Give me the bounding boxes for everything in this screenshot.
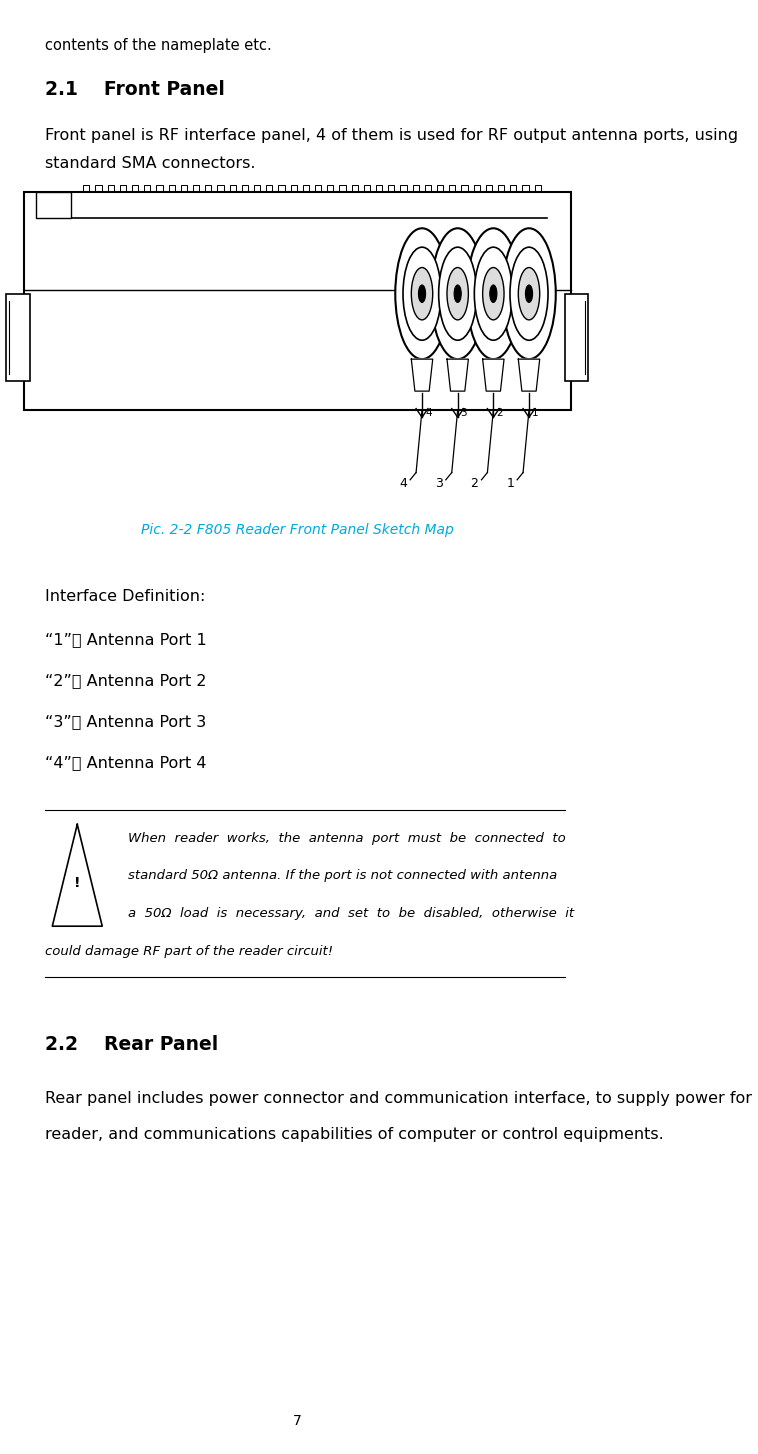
Text: Rear panel includes power connector and communication interface, to supply power: Rear panel includes power connector and …	[45, 1090, 752, 1105]
Text: “2”－ Antenna Port 2: “2”－ Antenna Port 2	[45, 673, 206, 688]
Text: standard 50Ω antenna. If the port is not connected with antenna: standard 50Ω antenna. If the port is not…	[128, 869, 557, 883]
Polygon shape	[52, 824, 102, 926]
Text: Front panel is RF interface panel, 4 of them is used for RF output antenna ports: Front panel is RF interface panel, 4 of …	[45, 128, 738, 142]
Circle shape	[395, 228, 449, 359]
Text: 1: 1	[532, 409, 539, 417]
Text: 2: 2	[496, 409, 503, 417]
Text: Interface Definition:: Interface Definition:	[45, 589, 205, 603]
Circle shape	[403, 247, 441, 340]
Text: 2: 2	[471, 477, 478, 490]
Text: “3”－ Antenna Port 3: “3”－ Antenna Port 3	[45, 714, 206, 728]
Text: 3: 3	[435, 477, 443, 490]
Text: !: !	[74, 875, 80, 890]
Polygon shape	[483, 359, 504, 391]
Bar	[565, 294, 588, 381]
Text: “1”－ Antenna Port 1: “1”－ Antenna Port 1	[45, 632, 206, 647]
Circle shape	[418, 285, 425, 302]
Text: a  50Ω  load  is  necessary,  and  set  to  be  disabled,  otherwise  it: a 50Ω load is necessary, and set to be d…	[128, 907, 574, 920]
Circle shape	[439, 247, 477, 340]
Text: “4”－ Antenna Port 4: “4”－ Antenna Port 4	[45, 755, 206, 769]
Bar	[36, 192, 71, 218]
Text: 4: 4	[399, 477, 407, 490]
Circle shape	[475, 247, 512, 340]
Text: 1: 1	[506, 477, 514, 490]
Circle shape	[483, 268, 504, 320]
Circle shape	[431, 228, 484, 359]
Text: 2.1    Front Panel: 2.1 Front Panel	[45, 80, 224, 99]
Polygon shape	[447, 359, 468, 391]
Text: reader, and communications capabilities of computer or control equipments.: reader, and communications capabilities …	[45, 1127, 663, 1141]
Text: contents of the nameplate etc.: contents of the nameplate etc.	[45, 38, 271, 52]
Text: standard SMA connectors.: standard SMA connectors.	[45, 156, 255, 170]
Text: 4: 4	[425, 409, 431, 417]
Circle shape	[503, 228, 556, 359]
Text: Pic. 2-2 F805 Reader Front Panel Sketch Map: Pic. 2-2 F805 Reader Front Panel Sketch …	[141, 523, 453, 538]
Polygon shape	[518, 359, 540, 391]
Circle shape	[447, 268, 468, 320]
Polygon shape	[412, 359, 433, 391]
Circle shape	[490, 285, 497, 302]
Circle shape	[412, 268, 433, 320]
Text: 3: 3	[461, 409, 467, 417]
Text: could damage RF part of the reader circuit!: could damage RF part of the reader circu…	[45, 945, 333, 958]
Bar	[6, 294, 30, 381]
Text: When  reader  works,  the  antenna  port  must  be  connected  to: When reader works, the antenna port must…	[128, 832, 565, 845]
Text: 2.2    Rear Panel: 2.2 Rear Panel	[45, 1035, 218, 1054]
Circle shape	[510, 247, 548, 340]
Circle shape	[518, 268, 540, 320]
Bar	[23, 192, 571, 410]
Circle shape	[467, 228, 520, 359]
Circle shape	[525, 285, 533, 302]
Text: 7: 7	[293, 1413, 302, 1428]
Circle shape	[454, 285, 462, 302]
